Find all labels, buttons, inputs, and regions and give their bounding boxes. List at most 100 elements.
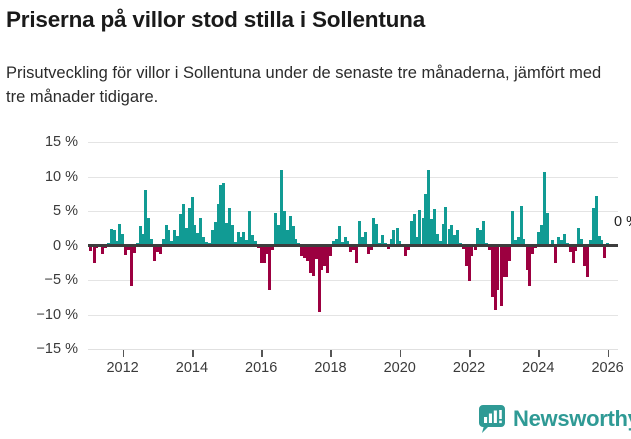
bar	[493, 245, 497, 310]
bar	[314, 245, 318, 260]
bar	[129, 245, 133, 286]
bar	[586, 245, 590, 278]
bar	[444, 206, 448, 246]
bar	[603, 245, 607, 258]
bar	[597, 235, 601, 246]
gridline	[88, 142, 618, 143]
bar	[179, 214, 183, 246]
bar	[484, 242, 488, 246]
bar	[184, 227, 188, 246]
bar	[216, 204, 220, 246]
bar	[574, 245, 578, 252]
bar	[363, 231, 367, 246]
y-axis-labels: 15 % 10 % 5 % 0 % −5 % −10 % −15 %	[0, 134, 78, 392]
bar	[407, 245, 411, 251]
bar	[340, 242, 344, 246]
bar	[167, 230, 171, 246]
bar	[236, 231, 240, 246]
bar	[562, 234, 566, 246]
bar	[331, 241, 335, 246]
bar-chart: 15 % 10 % 5 % 0 % −5 % −10 % −15 % 2012 2014 201…	[0, 134, 631, 392]
bar	[181, 204, 185, 246]
x-axis-tick-label: 2012	[106, 360, 139, 376]
bar	[516, 236, 520, 246]
gridline	[88, 176, 618, 178]
y-axis-tick-label: 5 %	[53, 203, 78, 219]
bar	[409, 221, 413, 246]
bar	[588, 239, 592, 246]
bar	[369, 245, 373, 250]
bar	[323, 245, 327, 267]
bar	[560, 239, 564, 246]
bar	[199, 217, 203, 246]
bar	[196, 233, 200, 246]
y-axis-tick-label: 15 %	[44, 134, 78, 150]
x-axis-tick	[191, 350, 194, 357]
bar	[92, 245, 96, 263]
bar	[326, 245, 330, 274]
bar	[248, 211, 252, 246]
bar	[534, 245, 538, 249]
bar	[461, 245, 465, 249]
bar	[502, 245, 506, 278]
bar	[352, 245, 356, 250]
bar	[539, 224, 543, 246]
bar	[285, 230, 289, 246]
bar	[279, 170, 283, 246]
y-axis-tick-label: −10 %	[36, 306, 78, 323]
bar	[259, 245, 263, 263]
bar	[473, 245, 477, 250]
bar	[291, 226, 295, 246]
bar	[343, 237, 347, 246]
bar	[231, 224, 235, 246]
bar-chart-speech-bubble-icon	[479, 405, 505, 433]
last-value-annotation: 0 %	[613, 213, 631, 230]
bar	[453, 235, 457, 246]
bar	[557, 237, 561, 246]
bar	[357, 220, 361, 246]
bar	[294, 239, 298, 246]
bar	[213, 222, 217, 246]
bar	[531, 245, 535, 254]
x-axis-tick	[399, 350, 402, 357]
bar	[349, 245, 353, 253]
bar	[309, 245, 312, 274]
bar	[536, 231, 540, 246]
bar	[392, 230, 396, 246]
bar	[433, 208, 437, 246]
x-axis-tick	[538, 350, 540, 357]
bar	[447, 228, 451, 246]
bar	[147, 217, 151, 246]
bar	[464, 245, 468, 267]
bar	[115, 241, 119, 246]
x-axis-tick-label: 2018	[314, 360, 347, 376]
page-subtitle: Prisutveckling för villor i Sollentuna u…	[6, 64, 602, 106]
bar	[395, 228, 399, 246]
bar	[320, 245, 324, 270]
bar	[277, 224, 281, 246]
bar	[600, 239, 604, 246]
bar	[158, 245, 162, 255]
bar	[265, 245, 269, 254]
y-axis-tick-label: 0 %	[53, 237, 78, 254]
bar	[499, 245, 503, 307]
bar	[355, 245, 359, 263]
bar	[421, 217, 425, 246]
bar	[251, 235, 255, 246]
bar	[101, 245, 105, 254]
x-axis-tick-label: 2026	[591, 360, 624, 376]
bar	[508, 245, 512, 261]
bar	[456, 230, 460, 246]
x-axis-line	[88, 349, 618, 350]
bar	[271, 245, 275, 250]
x-axis-tick	[607, 350, 610, 357]
bar	[173, 229, 177, 246]
bar	[383, 242, 387, 246]
logo-wordmark: Newsworthy	[513, 406, 631, 431]
bar	[153, 245, 157, 261]
bar	[138, 226, 142, 246]
bar	[568, 245, 572, 253]
bar	[300, 245, 304, 256]
bar	[404, 245, 408, 256]
